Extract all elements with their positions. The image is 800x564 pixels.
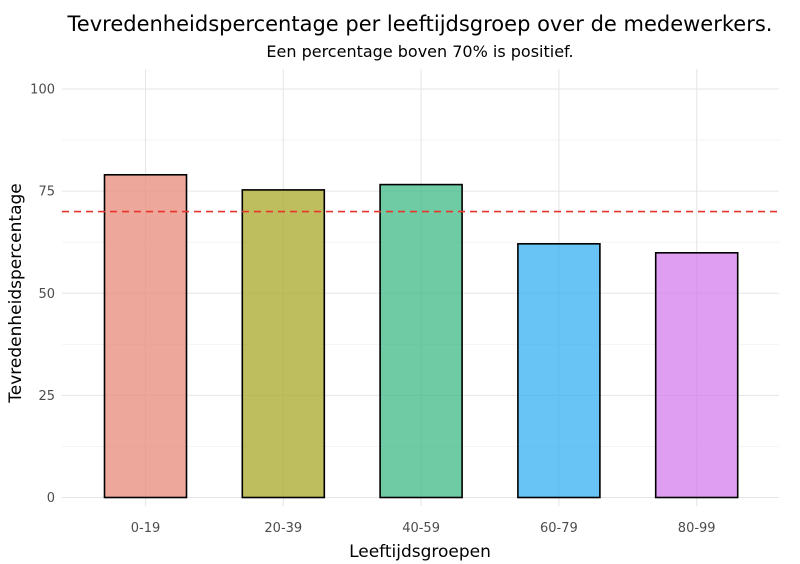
y-axis-title: Tevredenheidspercentage [6,183,26,404]
x-tick-label: 80-99 [678,521,716,536]
bar-0-19 [103,173,188,499]
x-axis-ticks: 0-19 20-39 40-59 60-79 80-99 [131,521,716,536]
x-tick-label: 20-39 [264,521,302,536]
y-tick-label: 75 [38,185,55,200]
bar-60-79 [517,243,601,499]
chart-subtitle: Een percentage boven 70% is positief. [266,42,573,61]
bar-20-39 [241,189,326,499]
chart-title: Tevredenheidspercentage per leeftijdsgro… [67,12,773,36]
bar-40-59 [379,183,463,499]
bars [103,173,739,499]
y-tick-label: 25 [38,389,55,404]
y-tick-label: 0 [47,491,55,506]
x-tick-label: 60-79 [540,521,578,536]
x-tick-label: 40-59 [402,521,440,536]
y-axis-ticks: 0 25 50 75 100 [30,83,55,507]
x-tick-label: 0-19 [131,521,161,536]
y-tick-label: 50 [38,287,55,302]
y-tick-label: 100 [30,83,55,98]
x-axis-title: Leeftijdsgroepen [349,542,491,562]
bar-80-99 [654,252,739,499]
